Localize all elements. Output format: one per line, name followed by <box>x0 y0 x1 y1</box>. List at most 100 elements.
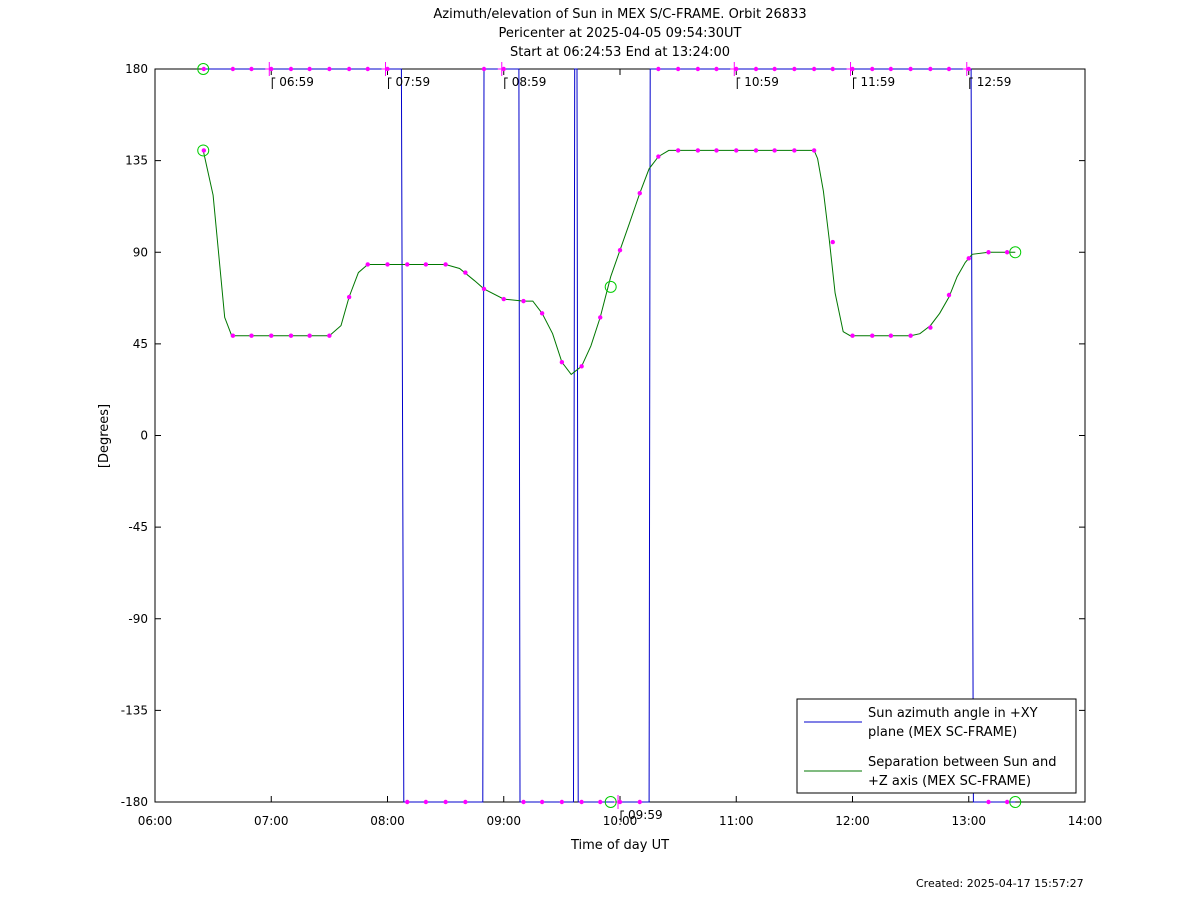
hour-mark-label: 12:59 <box>977 75 1012 89</box>
legend-entry-text: plane (MEX SC-FRAME) <box>868 725 1017 740</box>
data-point-marker <box>714 66 719 72</box>
hour-mark-arrow <box>388 77 392 89</box>
data-point-marker <box>539 311 545 316</box>
data-point-marker <box>230 66 236 72</box>
data-point-marker <box>307 333 312 338</box>
data-point-marker <box>481 66 487 72</box>
y-tick-label: 180 <box>125 62 148 76</box>
data-point-marker <box>888 333 894 338</box>
data-point-marker <box>1004 799 1010 805</box>
data-point-marker <box>695 66 701 72</box>
hour-mark-arrow <box>620 810 625 822</box>
y-tick-label: -180 <box>121 795 148 809</box>
data-point-marker <box>656 66 661 72</box>
hour-mark-label: 10:59 <box>744 75 779 89</box>
data-point-marker <box>908 333 913 338</box>
legend-entry-text: +Z axis (MEX SC-FRAME) <box>868 774 1031 789</box>
hour-mark-arrow <box>736 77 741 89</box>
chart-title-line: Azimuth/elevation of Sun in MEX S/C-FRAM… <box>433 7 806 22</box>
data-point-marker <box>675 66 681 72</box>
data-point-marker <box>637 799 642 805</box>
hour-mark-label: 11:59 <box>861 75 896 89</box>
legend-entry-text: Sun azimuth angle in +XY <box>868 706 1038 721</box>
data-point-marker <box>986 799 991 805</box>
x-tick-label: 11:00 <box>719 814 754 828</box>
data-point-marker <box>559 799 565 805</box>
data-point-marker <box>481 286 487 292</box>
chart-title: Azimuth/elevation of Sun in MEX S/C-FRAM… <box>433 7 806 60</box>
separation-series-line <box>202 149 1016 376</box>
data-point-marker <box>288 333 294 338</box>
chart-title-line: Start at 06:24:53 End at 13:24:00 <box>510 45 730 60</box>
data-point-marker <box>288 66 294 72</box>
data-point-marker <box>539 799 545 805</box>
hour-mark-arrow <box>271 77 276 89</box>
data-point-marker <box>463 799 468 805</box>
legend: Sun azimuth angle in +XY plane (MEX SC-FR… <box>796 698 1077 794</box>
plot-frame <box>154 68 1086 803</box>
data-point-marker <box>946 292 952 298</box>
endpoint-circle <box>197 144 210 157</box>
data-point-marker <box>792 66 797 72</box>
endpoint-circle <box>604 796 617 808</box>
data-point-marker <box>201 66 207 72</box>
data-point-marker <box>249 66 254 72</box>
x-tick-label: 08:00 <box>370 814 405 828</box>
data-point-marker <box>443 262 448 267</box>
data-point-marker <box>501 296 506 302</box>
data-point-marker <box>792 148 797 153</box>
data-point-marker <box>656 154 661 159</box>
data-point-marker <box>772 148 777 153</box>
data-point-marker <box>559 360 565 365</box>
x-tick-label: 07:00 <box>254 814 289 828</box>
hour-mark-label: 08:59 <box>512 75 547 89</box>
data-point-marker <box>908 66 913 72</box>
data-point-marker <box>675 148 681 153</box>
data-point-marker <box>521 298 526 304</box>
data-point-marker <box>966 256 971 261</box>
y-tick-label: 135 <box>125 154 148 168</box>
data-point-marker <box>753 66 759 72</box>
data-point-marker <box>365 66 370 72</box>
endpoint-circle <box>604 280 617 293</box>
y-tick-label: 45 <box>133 337 148 351</box>
data-point-marker <box>695 148 701 153</box>
data-point-marker <box>443 799 448 805</box>
data-point-marker <box>753 148 759 153</box>
data-point-marker <box>405 262 410 267</box>
y-tick-label: -45 <box>128 520 148 534</box>
data-point-marker <box>870 333 875 338</box>
x-tick-label: 10:00 <box>603 814 638 828</box>
marker-layer: 06:59 07:59 08:59 09:59 10:59 11:59 12:59 <box>197 62 1022 822</box>
data-point-marker <box>734 148 739 153</box>
data-point-marker <box>423 799 429 805</box>
hour-mark-arrow <box>504 77 508 89</box>
data-point-marker <box>811 66 817 72</box>
data-point-marker <box>598 315 603 320</box>
data-point-marker <box>928 325 933 330</box>
data-point-marker <box>405 799 410 805</box>
data-point-marker <box>811 148 817 153</box>
data-point-marker <box>637 191 642 196</box>
y-axis-label: [Degrees] <box>97 404 112 468</box>
x-axis-label: Time of day UT <box>570 838 669 853</box>
y-tick-label: 90 <box>133 245 148 259</box>
axis-ticks: 06:00 07:00 08:00 09:00 10:00 11:00 12:00 13:00… <box>121 62 1103 828</box>
data-point-marker <box>423 262 429 267</box>
data-point-marker <box>327 333 332 338</box>
hour-mark-arrow <box>969 77 973 89</box>
hour-mark-label: 09:59 <box>628 808 663 822</box>
hour-mark-label: 06:59 <box>279 75 314 89</box>
data-point-marker <box>230 333 236 338</box>
data-point-marker <box>598 799 603 805</box>
data-point-marker <box>346 66 352 72</box>
data-point-marker <box>249 333 254 338</box>
endpoint-circle <box>197 63 210 75</box>
x-tick-label: 13:00 <box>951 814 986 828</box>
data-point-marker <box>830 66 835 72</box>
data-point-marker <box>986 250 991 255</box>
data-point-marker <box>870 66 875 72</box>
data-point-marker <box>201 148 207 153</box>
data-point-marker <box>463 270 468 275</box>
